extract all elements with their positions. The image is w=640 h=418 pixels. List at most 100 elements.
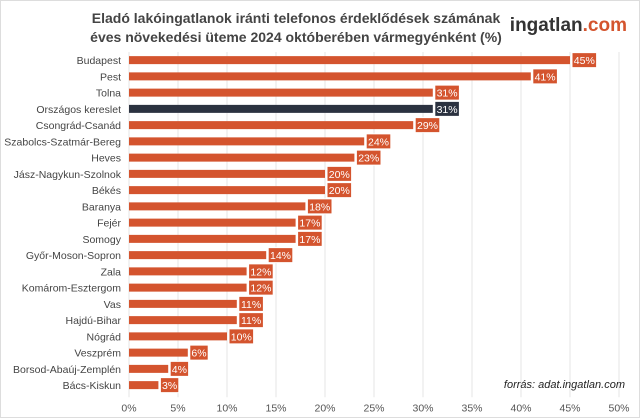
x-tick-label: 45% bbox=[559, 402, 580, 414]
bar bbox=[129, 202, 306, 211]
bar bbox=[129, 364, 169, 373]
data-label: 4% bbox=[172, 364, 187, 376]
category-label: Somogy bbox=[82, 234, 121, 246]
bar bbox=[129, 72, 531, 81]
source-note: forrás: adat.ingatlan.com bbox=[503, 379, 625, 391]
category-label: Budapest bbox=[77, 55, 121, 67]
data-label-box bbox=[228, 328, 255, 345]
bar bbox=[129, 218, 296, 227]
data-label: 3% bbox=[162, 380, 177, 392]
bar bbox=[129, 153, 355, 162]
data-label-box bbox=[238, 295, 264, 312]
category-label: Országos kereslet bbox=[36, 104, 121, 116]
category-label: Tolna bbox=[96, 88, 121, 100]
data-label: 20% bbox=[329, 185, 350, 197]
data-label-box bbox=[189, 344, 209, 361]
data-label-box bbox=[326, 165, 353, 182]
bar bbox=[129, 104, 433, 113]
data-label-box bbox=[267, 247, 294, 264]
x-tick-label: 30% bbox=[412, 402, 433, 414]
ingatlan-logo: ingatlan.com bbox=[510, 15, 627, 37]
data-label-box bbox=[169, 360, 190, 377]
logo-accent: .com bbox=[582, 15, 627, 36]
category-label: Zala bbox=[101, 266, 122, 278]
bar bbox=[129, 267, 247, 276]
data-label-box bbox=[326, 182, 353, 199]
category-label: Nógrád bbox=[87, 331, 122, 343]
x-tick-label: 20% bbox=[314, 402, 335, 414]
data-label-box bbox=[571, 52, 598, 69]
data-label: 17% bbox=[299, 218, 320, 230]
data-label: 11% bbox=[241, 315, 261, 327]
data-label-box bbox=[248, 279, 274, 296]
category-label: Borsod-Abaúj-Zemplén bbox=[13, 364, 121, 376]
category-label: Jász-Nagykun-Szolnok bbox=[14, 169, 122, 181]
chart-title: Eladó lakóingatlanok iránti telefonos ér… bbox=[61, 9, 531, 47]
data-label: 41% bbox=[535, 71, 556, 83]
x-tick-label: 35% bbox=[461, 402, 482, 414]
data-label-box bbox=[365, 133, 392, 150]
data-label: 18% bbox=[309, 201, 330, 213]
logo-main: ingatlan bbox=[509, 15, 583, 36]
category-label: Bács-Kiskun bbox=[63, 380, 122, 392]
category-label: Fejér bbox=[97, 218, 121, 230]
data-label-box bbox=[238, 312, 264, 329]
data-label: 29% bbox=[417, 120, 438, 132]
bar bbox=[129, 56, 570, 65]
title-line-2: éves növekedési üteme 2024 októberében v… bbox=[90, 29, 502, 45]
data-label: 23% bbox=[358, 153, 379, 165]
data-label-box bbox=[297, 230, 323, 247]
data-label: 12% bbox=[250, 283, 271, 295]
data-label-box bbox=[159, 377, 180, 394]
category-label: Pest bbox=[100, 71, 121, 83]
x-tick-label: 40% bbox=[510, 402, 531, 414]
bar bbox=[129, 348, 188, 357]
category-label: Heves bbox=[91, 153, 121, 165]
data-label-box bbox=[248, 263, 274, 280]
category-label: Békés bbox=[92, 185, 121, 197]
bar bbox=[129, 381, 159, 390]
title-line-1: Eladó lakóingatlanok iránti telefonos ér… bbox=[91, 10, 501, 26]
data-label: 11% bbox=[241, 299, 261, 311]
bar bbox=[129, 169, 325, 178]
x-tick-label: 5% bbox=[170, 402, 185, 414]
data-label-box bbox=[434, 84, 460, 101]
x-tick-label: 0% bbox=[121, 402, 136, 414]
data-label: 45% bbox=[574, 55, 595, 67]
data-label: 20% bbox=[329, 169, 350, 181]
bar bbox=[129, 332, 227, 341]
x-tick-label: 25% bbox=[363, 402, 384, 414]
x-tick-label: 15% bbox=[265, 402, 286, 414]
data-label-box bbox=[414, 117, 441, 134]
bar bbox=[129, 283, 247, 292]
bar bbox=[129, 186, 325, 195]
category-label: Csongrád-Csanád bbox=[36, 120, 121, 132]
data-label: 12% bbox=[250, 266, 271, 278]
data-label: 24% bbox=[368, 136, 389, 148]
bar bbox=[129, 316, 237, 325]
bar bbox=[129, 251, 267, 260]
category-label: Vas bbox=[104, 299, 121, 311]
data-label: 10% bbox=[231, 331, 252, 343]
data-label-box bbox=[532, 68, 558, 85]
category-label: Baranya bbox=[82, 201, 121, 213]
x-tick-label: 10% bbox=[216, 402, 237, 414]
category-label: Győr-Moson-Sopron bbox=[26, 250, 121, 262]
data-label: 17% bbox=[299, 234, 320, 246]
data-label: 14% bbox=[270, 250, 291, 262]
bar bbox=[129, 234, 296, 243]
data-label-box bbox=[434, 100, 460, 117]
data-label-box bbox=[355, 149, 382, 166]
bar bbox=[129, 299, 237, 308]
bar bbox=[129, 88, 433, 97]
category-label: Hajdú-Bihar bbox=[66, 315, 122, 327]
data-label-box bbox=[297, 214, 323, 231]
data-label-box bbox=[306, 198, 333, 215]
category-label: Veszprém bbox=[74, 348, 121, 360]
bar bbox=[129, 137, 365, 146]
data-label: 31% bbox=[437, 88, 458, 100]
data-label: 6% bbox=[191, 348, 206, 360]
bar bbox=[129, 121, 414, 130]
